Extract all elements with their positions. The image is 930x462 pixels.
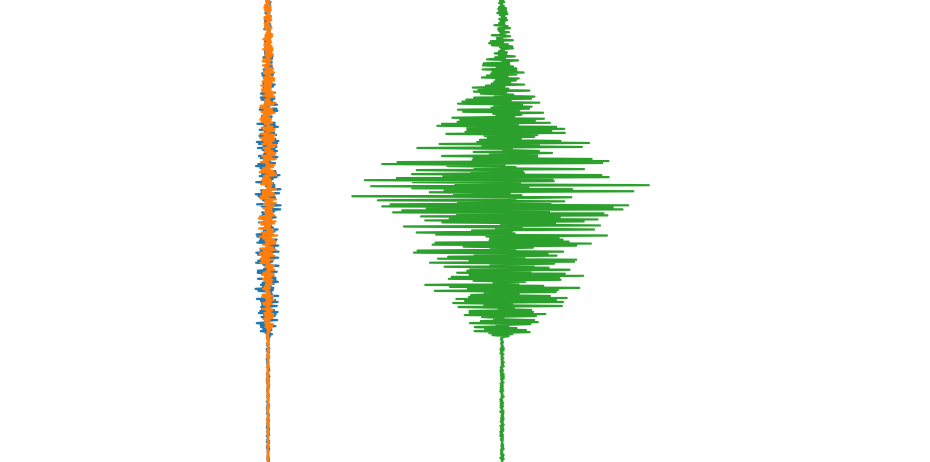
left-panel-traces — [254, 0, 282, 462]
right-panel-traces — [351, 0, 650, 462]
trace-orange — [257, 0, 279, 462]
trace-green — [351, 0, 650, 462]
